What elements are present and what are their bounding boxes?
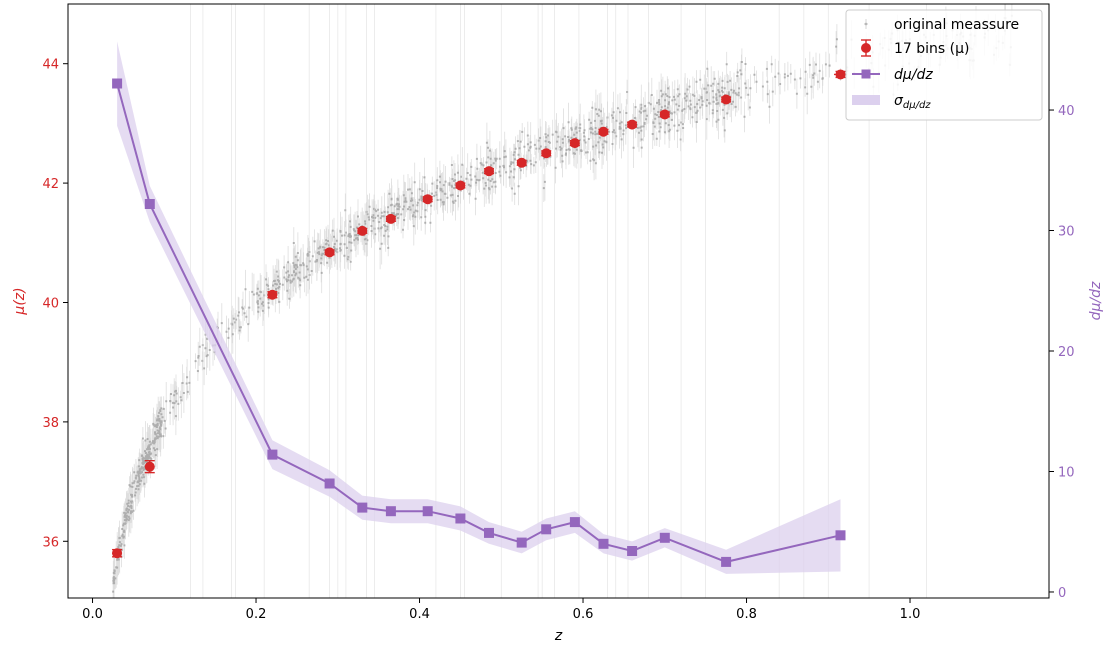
bin-point — [833, 69, 848, 80]
y-left-tick-label: 42 — [42, 177, 59, 192]
legend-deriv-label: dμ/dz — [894, 67, 933, 83]
derivative-point — [541, 524, 552, 535]
bin-marker — [516, 157, 527, 168]
bin-point — [422, 194, 433, 205]
derivative-point — [516, 537, 527, 548]
bin-point — [385, 213, 396, 224]
bin-point — [516, 157, 527, 168]
bin-marker — [385, 213, 396, 224]
axes: 0.0 0.2 0.4 0.6 0.8 1.0 36 38 40 42 44 0 10 20 30 40 z μ(… — [12, 58, 1104, 644]
legend-deriv-marker — [861, 69, 871, 79]
derivative-point — [484, 527, 494, 538]
bin-point — [144, 459, 155, 474]
bin-marker — [721, 94, 732, 105]
legend-band-subscript: dμ/dz — [903, 100, 931, 111]
bin-marker — [112, 548, 123, 559]
derivative-point — [267, 449, 278, 460]
derivative-series — [112, 78, 846, 567]
bin-marker — [569, 138, 580, 149]
bin-point — [484, 166, 495, 177]
bin-point — [627, 119, 638, 130]
bin-marker — [659, 109, 670, 120]
legend-bins-label: 17 bins (μ) — [894, 41, 970, 57]
y-left-tick-label: 44 — [42, 58, 59, 73]
legend-box — [845, 9, 1043, 121]
bin-point — [112, 548, 123, 559]
bin-marker — [267, 289, 278, 300]
bin-marker — [455, 180, 466, 191]
derivative-point — [569, 517, 580, 528]
derivative-point — [422, 506, 433, 517]
legend-bins-marker — [861, 43, 871, 53]
bin-point — [541, 148, 552, 159]
x-axis-label: z — [554, 628, 563, 644]
derivative-point — [324, 478, 335, 489]
binned-mu-series — [112, 69, 848, 559]
y-left-tick-label: 40 — [42, 296, 59, 311]
y-left-tick-label: 38 — [42, 416, 59, 431]
derivative-point — [455, 513, 466, 524]
derivative-point — [112, 78, 123, 89]
derivative-point — [598, 538, 609, 549]
bin-marker — [484, 166, 495, 177]
y-right-tick-label: 30 — [1058, 225, 1075, 240]
derivative-point — [835, 530, 846, 541]
y-right-tick-label: 20 — [1058, 345, 1075, 360]
x-tick-label: 1.0 — [900, 607, 921, 622]
x-tick-label: 0.0 — [82, 607, 103, 622]
bin-point — [659, 109, 670, 120]
bin-marker — [627, 119, 638, 130]
x-tick-label: 0.6 — [573, 607, 594, 622]
x-tick-label: 0.4 — [409, 607, 430, 622]
derivative-point — [385, 506, 396, 517]
bin-marker — [541, 148, 552, 159]
bin-point — [598, 126, 609, 137]
bin-marker — [144, 461, 155, 472]
y-right-tick-label: 40 — [1058, 104, 1075, 119]
legend-band-label: σdμ/dz — [894, 93, 931, 111]
bin-marker — [835, 69, 846, 80]
bin-marker — [598, 126, 609, 137]
bin-marker — [324, 247, 335, 258]
bin-marker — [422, 194, 433, 205]
raw-measurements — [112, 4, 1013, 598]
y-right-axis-label: dμ/dz — [1088, 281, 1104, 320]
bin-point — [569, 138, 580, 149]
x-tick-label: 0.2 — [246, 607, 267, 622]
legend-band-patch — [852, 95, 880, 105]
y-left-axis-label: μ(z) — [12, 287, 28, 315]
bin-point — [357, 225, 368, 236]
legend-band-symbol: σ — [894, 93, 904, 109]
y-right-tick-label: 0 — [1058, 586, 1066, 601]
bin-marker — [357, 225, 368, 236]
plot-frame — [67, 3, 1050, 599]
x-tick-label: 0.8 — [736, 607, 757, 622]
derivative-point — [144, 199, 155, 209]
y-left-tick-label: 36 — [42, 535, 59, 550]
legend-raw-label: original meassure — [894, 17, 1019, 33]
derivative-point — [659, 532, 670, 543]
bin-point — [267, 289, 278, 300]
derivative-point — [721, 556, 732, 567]
bin-point — [455, 180, 466, 191]
legend: original meassure 17 bins (μ) dμ/dz σdμ/… — [845, 9, 1043, 121]
bin-point — [721, 94, 732, 105]
y-right-tick-label: 10 — [1058, 465, 1075, 480]
derivative-point — [357, 502, 368, 513]
bin-point — [324, 247, 335, 258]
derivative-point — [627, 546, 638, 556]
